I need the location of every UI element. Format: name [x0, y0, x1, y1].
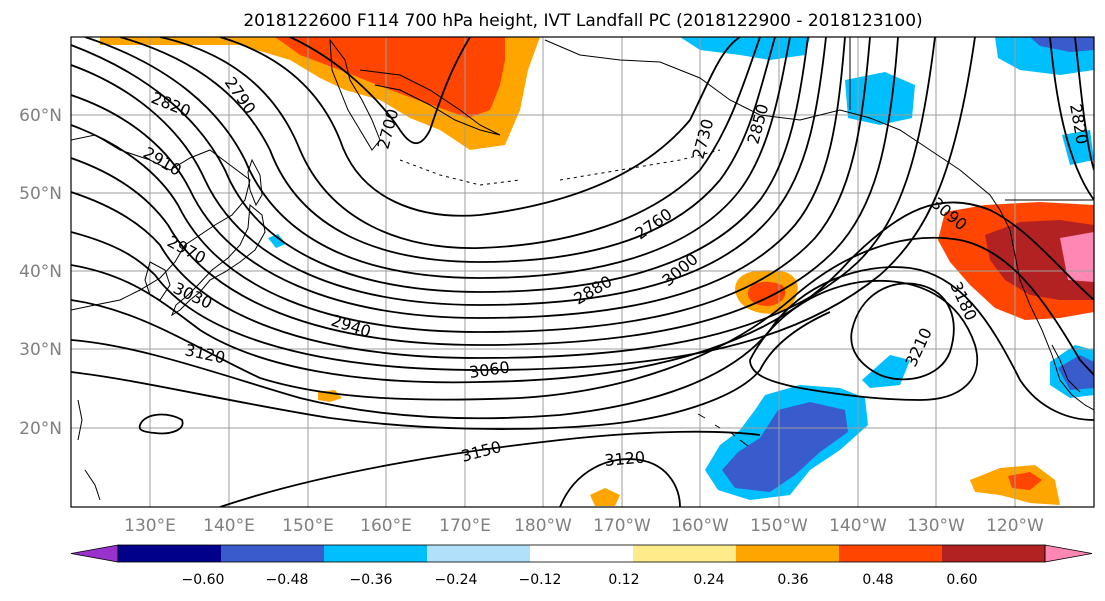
coast-aleutians [559, 149, 721, 181]
colorbar-segment [118, 545, 222, 562]
colorbar-tick-label: 0.24 [693, 572, 724, 588]
lon-tick-label: 150°W [750, 516, 808, 536]
contour-small-closed [138, 413, 184, 435]
contour-3120b [559, 458, 681, 507]
colorbar-tick-label: −0.48 [266, 572, 309, 588]
contour-3150b [219, 430, 761, 507]
colorbar-segment [530, 545, 634, 562]
colorbar-tick-label: 0.60 [946, 572, 977, 588]
coast-alaska [544, 39, 1001, 211]
contour-3090 [71, 236, 1094, 401]
colorbar-tick-label: −0.24 [435, 572, 478, 588]
contour-ne-3030 [1049, 37, 1094, 201]
contour-3210 [850, 282, 955, 381]
colorbar-tick-label: −0.12 [519, 572, 562, 588]
lon-tick-label: 150°E [282, 516, 334, 536]
contour-ne-3060 [1074, 37, 1094, 171]
height-contours [71, 37, 1094, 507]
contour-3060 [71, 201, 1094, 384]
contour-2700 [289, 37, 471, 145]
lon-tick-label: 120°W [986, 516, 1044, 536]
colorbar-segment [942, 545, 1046, 562]
colorbar-segment [221, 545, 325, 562]
coastlines [71, 37, 1094, 501]
colorbar-tick-labels: −0.60 −0.48 −0.36 −0.24 −0.12 0.12 0.24 … [182, 572, 978, 588]
contour-2880 [71, 37, 827, 306]
lat-tick-labels: 60°N 50°N 40°N 30°N 20°N [19, 106, 62, 439]
ivt-positive-south [590, 488, 620, 506]
lon-tick-label: 160°E [360, 516, 412, 536]
lon-tick-label: 170°E [439, 516, 491, 536]
contour-2730 [219, 37, 741, 217]
colorbar-segments [70, 544, 1093, 563]
lon-tick-label: 140°E [203, 516, 255, 536]
ivt-max-westcoast [1060, 232, 1094, 282]
coast-philippines [77, 399, 101, 501]
colorbar-tick-label: −0.36 [350, 572, 393, 588]
contour-2790 [119, 37, 776, 263]
coast-westcoast-na [999, 209, 1094, 411]
contour-3180 [749, 280, 979, 401]
colorbar-segment [324, 545, 428, 562]
colorbar-segment [633, 545, 737, 562]
contour-3150 [71, 311, 831, 430]
colorbar-tick-label: −0.60 [182, 572, 225, 588]
lon-tick-label: 170°W [593, 516, 651, 536]
ivt-negative-hawaii-core [722, 402, 848, 492]
contour-2970 [71, 37, 899, 346]
lon-tick-label: 180°W [514, 516, 572, 536]
contour-2940 [71, 37, 871, 333]
ivt-strong-north [275, 37, 505, 118]
contour-2910 [71, 37, 846, 319]
ivt-negative-japan [268, 234, 286, 248]
map-frame [70, 36, 1095, 508]
lat-tick-label: 40°N [19, 262, 62, 282]
ivt-negative-baja-core [1058, 355, 1094, 390]
lat-tick-label: 20°N [19, 419, 62, 439]
lat-tick-label: 30°N [19, 340, 62, 360]
lon-tick-label: 160°W [671, 516, 729, 536]
ivt-negative-nw-alaska [680, 37, 810, 60]
contour-3120 [71, 266, 1094, 421]
colorbar-extend-low [70, 544, 119, 563]
coast-siberia [359, 69, 501, 136]
contour-3000 [71, 37, 936, 359]
contour-2760 [159, 37, 761, 249]
contour-label: 3120 [604, 448, 646, 470]
coast-sakhalin [247, 158, 263, 207]
colorbar-segment [839, 545, 943, 562]
figure-title: 2018122600 F114 700 hPa height, IVT Land… [243, 11, 922, 31]
contour-3030 [71, 37, 976, 371]
ivt-strong-se [1008, 472, 1042, 490]
coast-baja [1051, 344, 1081, 393]
lat-tick-label: 50°N [19, 184, 62, 204]
coast-asia [71, 134, 251, 311]
coast-hawaii [697, 413, 749, 447]
lon-tick-label: 130°W [907, 516, 965, 536]
ivt-negative-ne2 [1030, 37, 1094, 52]
colorbar-tick-label: 0.36 [777, 572, 808, 588]
coast-kamchatka [329, 38, 381, 151]
colorbar-frame [117, 544, 1046, 563]
colorbar-extend-high [1044, 544, 1093, 563]
map-area: 2820 2790 2700 2730 2850 2910 2970 3030 … [71, 37, 1094, 507]
ivt-negative-bc [1062, 130, 1094, 165]
lon-tick-labels: 130°E 140°E 150°E 160°E 170°E 180°W 170°… [124, 516, 1044, 536]
lon-tick-label: 130°E [124, 516, 176, 536]
lat-tick-label: 60°N [19, 106, 62, 126]
colorbar-segment [736, 545, 840, 562]
colorbar [70, 544, 1093, 563]
coast-aleutians-west [399, 159, 521, 186]
lon-tick-label: 140°W [829, 516, 887, 536]
colorbar-tick-label: 0.48 [862, 572, 893, 588]
colorbar-tick-label: 0.12 [608, 572, 639, 588]
colorbar-segment [427, 545, 531, 562]
ivt-strong-central [747, 281, 786, 306]
contour-2820 [84, 37, 791, 279]
coast-japan [170, 204, 266, 317]
contour-2850 [71, 37, 809, 293]
